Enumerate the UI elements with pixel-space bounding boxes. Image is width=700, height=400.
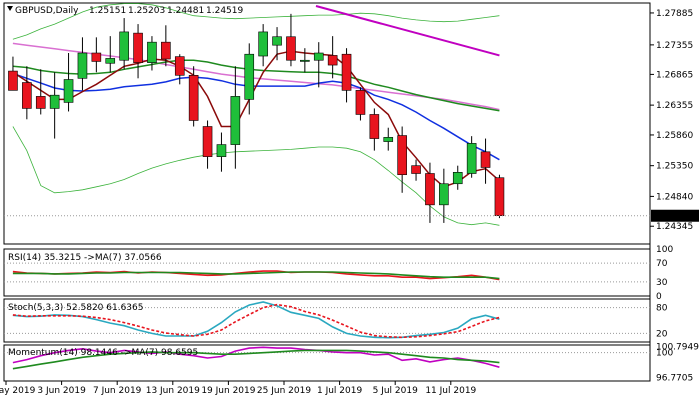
rsi-series-line-0 (12, 270, 500, 281)
overlay-upper-ma (315, 5, 500, 57)
candle-body (397, 135, 407, 176)
candle-body (258, 31, 268, 57)
candle-body (341, 53, 352, 91)
price-tick-label: 1.26355 (656, 101, 693, 111)
overlay-line-5 (12, 126, 500, 226)
price-tick-label: 1.27355 (656, 41, 693, 51)
candle-body (202, 126, 213, 157)
symbol-triangle-icon (7, 6, 13, 11)
candle-body (133, 32, 143, 63)
candle-body (300, 59, 310, 62)
candle-body (35, 96, 46, 109)
momentum-series-line-0 (12, 346, 500, 368)
candle-body (494, 177, 505, 216)
candle-body (411, 165, 421, 174)
candle-body (216, 144, 227, 157)
stoch-series-line-1 (12, 303, 500, 339)
candle-body (63, 79, 74, 103)
candle-body (147, 41, 157, 63)
price-tick-label: 1.27885 (656, 9, 693, 19)
candle-body (480, 151, 491, 168)
candle-body (272, 36, 282, 46)
last-price-label: 1.24519 (655, 212, 692, 222)
overlay-line-4 (12, 3, 500, 40)
date-label: 25 Jun 2019 (257, 386, 311, 396)
rsi-tick-label: 70 (656, 259, 668, 269)
candle-body (188, 75, 199, 121)
ohlc-value: 1.25151 (89, 6, 126, 16)
candle-body (425, 173, 435, 206)
momentum-title: Momentum(14) 98.1446 ->MA(7) 98.6595 (8, 348, 198, 358)
date-label: 13 Jun 2019 (146, 386, 200, 396)
chart-title: GBPUSD,Daily (15, 6, 79, 16)
price-tick-label: 1.25350 (656, 162, 693, 172)
panel-frame-main (3, 2, 651, 245)
stoch-tick-label: 20 (656, 329, 668, 339)
candle-body (383, 137, 394, 142)
candle-body (161, 41, 171, 60)
date-label: 3 Jun 2019 (37, 386, 86, 396)
candle-body (466, 143, 477, 174)
price-tick-label: 1.24345 (656, 222, 693, 232)
candle-body (119, 31, 129, 61)
price-tick-label: 1.24840 (656, 192, 693, 202)
candle-body (174, 56, 185, 76)
candle-body (230, 96, 241, 145)
candle-body (313, 52, 324, 61)
candle-body (439, 183, 449, 206)
candle-body (8, 70, 18, 91)
overlay-line-3 (12, 50, 500, 188)
candle-body (286, 36, 296, 61)
stoch-title: Stoch(5,3,3) 52.5820 61.6365 (8, 303, 143, 313)
rsi-series-line-1 (12, 271, 500, 280)
rsi-title: RSI(14) 35.3215 ->MA(7) 37.0566 (8, 253, 162, 263)
candle-body (49, 94, 60, 109)
ohlc-value: 1.25203 (128, 6, 165, 16)
date-label: 28 May 2019 (0, 386, 36, 396)
date-label: 1 Jul 2019 (317, 386, 362, 396)
candle-body (355, 90, 366, 115)
candle-body (244, 53, 255, 100)
date-label: 5 Jul 2019 (373, 386, 418, 396)
ohlc-value: 1.24481 (167, 6, 204, 16)
price-tick-label: 1.25860 (656, 131, 693, 141)
date-label: 11 Jul 2019 (425, 386, 476, 396)
date-label: 7 Jun 2019 (93, 386, 142, 396)
momentum-series-line-1 (12, 349, 500, 370)
momentum-tick-label: 100.7949 (656, 343, 699, 353)
momentum-tick-label: 100 (656, 349, 673, 359)
ohlc-value: 1.24519 (206, 6, 243, 16)
date-label: 19 Jun 2019 (201, 386, 255, 396)
candle-body (105, 58, 116, 64)
overlay-line-1 (12, 59, 500, 112)
momentum-tick-label: 96.7705 (656, 373, 693, 383)
stoch-tick-label: 80 (656, 304, 668, 314)
last-price-box (651, 209, 699, 222)
candle-body (91, 52, 102, 62)
stoch-series-line-0 (12, 301, 500, 339)
candle-body (452, 172, 463, 185)
candle-body (77, 52, 88, 79)
candle-body (327, 55, 338, 66)
candle-body (369, 114, 380, 139)
price-tick-label: 1.26865 (656, 70, 693, 80)
rsi-tick-label: 0 (656, 292, 662, 302)
candle-body (22, 82, 32, 109)
rsi-tick-label: 30 (656, 278, 668, 288)
rsi-tick-label: 100 (656, 245, 673, 255)
